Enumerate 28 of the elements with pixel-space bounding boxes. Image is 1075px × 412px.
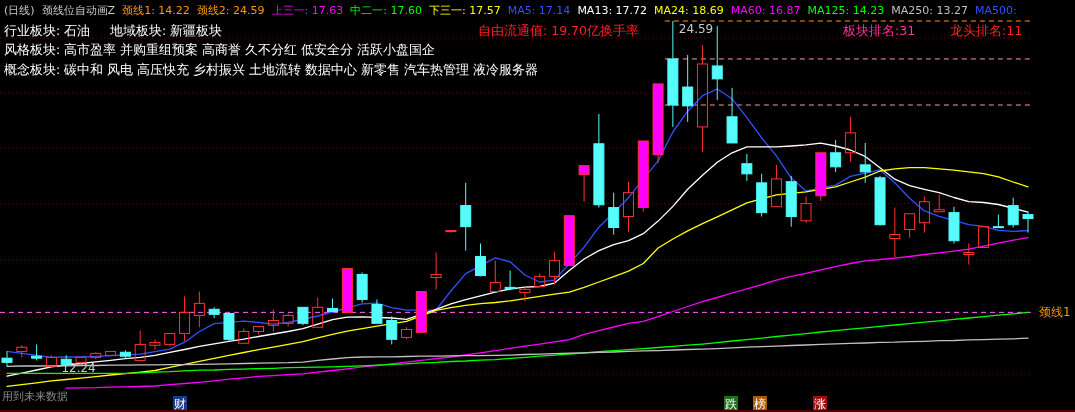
annotation: 行业板块: 石油: [4, 23, 91, 38]
text: (日线): [4, 4, 35, 17]
text: 上三一: 17.63: [271, 4, 344, 17]
text: MA24: 18.69: [654, 4, 724, 17]
text: MA500:: [974, 4, 1017, 17]
text: MA5: 17.14: [507, 4, 571, 17]
text: 用到未来数据: [2, 390, 68, 403]
text: MA250: 13.27: [891, 4, 968, 17]
annotation: 龙头排名:11: [950, 23, 1023, 38]
annotation: 风格板块: 高市盈率 并购重组预案 高商誉 久不分红 低安全分 活跃小盘国企: [4, 42, 436, 57]
text: 涨: [814, 397, 826, 411]
text: 中二一: 17.60: [350, 4, 422, 17]
text: 跌: [725, 397, 737, 411]
annotation: 24.59: [678, 22, 714, 36]
text: MA125: 14.23: [807, 4, 885, 17]
annotation: 自由流通值: 19.70亿换手率: [478, 23, 639, 38]
annotation: 概念板块: 碳中和 风电 高压快充 乡村振兴 土地流转 数据中心 新零售 汽车热管理 液冷服务器: [4, 62, 538, 77]
text: MA13: 17.72: [577, 4, 648, 17]
text: 颈线位自动画Z: [41, 4, 116, 17]
text: MA60: 16.87: [730, 4, 801, 17]
annotation: 地域板块: 新疆板块: [109, 23, 223, 38]
text: 财: [174, 397, 186, 411]
text: 下三一: 17.57: [428, 4, 501, 17]
text: 颈线1: 14.22: [122, 4, 190, 17]
text: 颈线2: 24.59: [196, 4, 265, 17]
ref-line-label: 颈线1: [1039, 305, 1071, 320]
annotation: 板块排名:31: [842, 23, 916, 38]
text: 榜: [754, 397, 766, 411]
